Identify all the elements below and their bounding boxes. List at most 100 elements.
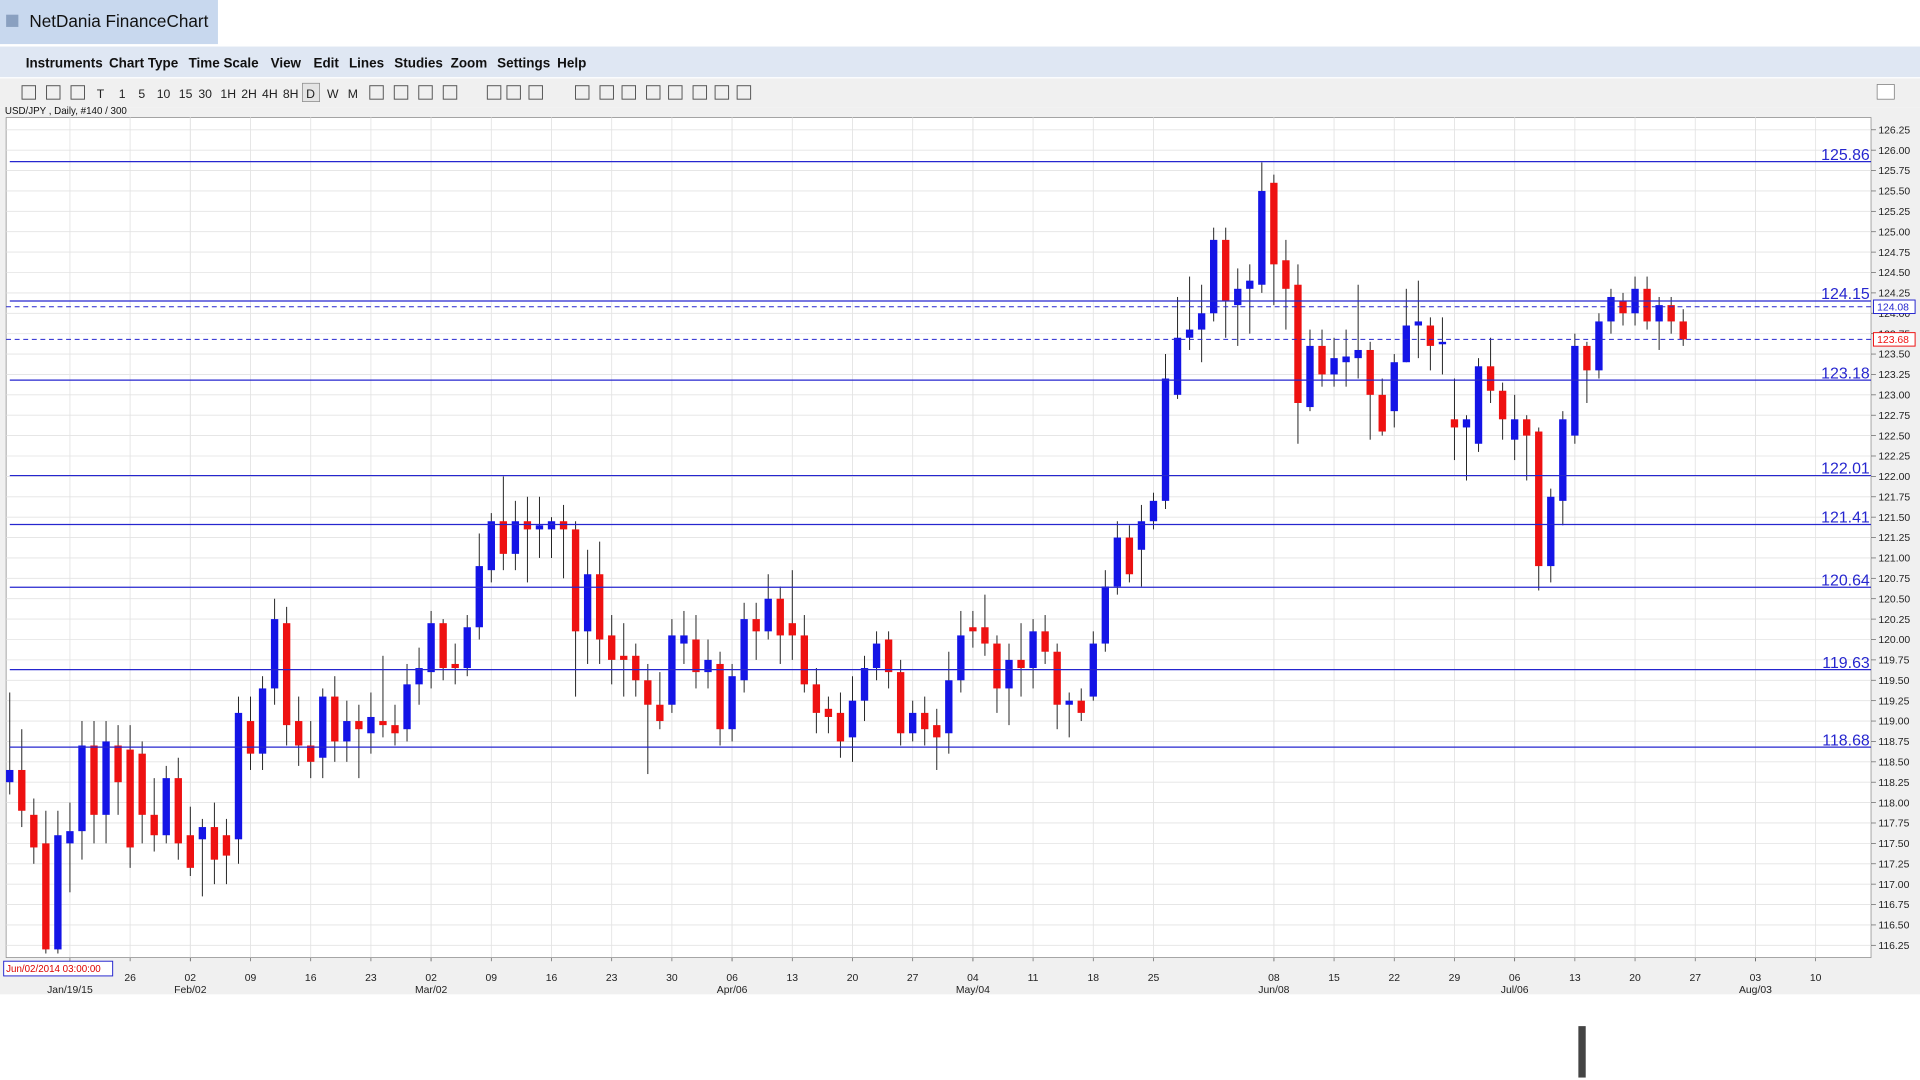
y-tick-label: 125.75 bbox=[1878, 166, 1910, 177]
toolbar-button[interactable]: 10 bbox=[157, 87, 171, 101]
menu-item[interactable]: Studies bbox=[394, 55, 443, 70]
candle-body bbox=[1173, 337, 1182, 395]
candle-body bbox=[1318, 345, 1326, 375]
candle-body bbox=[680, 635, 688, 644]
candle-body bbox=[1438, 341, 1447, 345]
candle-body bbox=[439, 623, 447, 669]
candle-body bbox=[1234, 288, 1242, 306]
toolbar-button[interactable]: 30 bbox=[198, 87, 212, 101]
candle-body bbox=[752, 619, 760, 632]
toolbar-icon[interactable] bbox=[418, 85, 433, 100]
candle-body bbox=[66, 831, 74, 844]
toolbar-button[interactable]: W bbox=[327, 87, 339, 101]
toolbar bbox=[0, 78, 1920, 108]
x-tick-label: Jun/08 bbox=[1258, 985, 1289, 996]
menu-item[interactable]: Instruments bbox=[26, 55, 103, 70]
toolbar-icon[interactable] bbox=[506, 85, 521, 100]
menu-item[interactable]: Zoom bbox=[451, 55, 488, 70]
y-tick-label: 124.00 bbox=[1878, 309, 1910, 320]
toolbar-icon[interactable] bbox=[668, 85, 683, 100]
x-tick-label: 27 bbox=[1689, 973, 1701, 984]
y-tick-label: 116.75 bbox=[1878, 900, 1909, 911]
candle-body bbox=[90, 745, 98, 815]
candle-body bbox=[343, 721, 351, 742]
candle-body bbox=[1161, 378, 1170, 501]
toolbar-icon[interactable] bbox=[646, 85, 661, 100]
panel-button[interactable] bbox=[1876, 84, 1895, 100]
x-tick-label: Jul/06 bbox=[1501, 985, 1529, 996]
candle-body bbox=[848, 700, 857, 738]
menu-item[interactable]: Help bbox=[557, 55, 586, 70]
y-tick-label: 116.50 bbox=[1878, 921, 1909, 932]
toolbar-button[interactable]: 1H bbox=[220, 87, 236, 101]
candle-body bbox=[656, 704, 664, 722]
y-tick-label: 117.00 bbox=[1878, 880, 1909, 891]
candle-body bbox=[644, 680, 652, 705]
toolbar-icon[interactable] bbox=[21, 85, 36, 100]
toolbar-icon[interactable] bbox=[393, 85, 409, 100]
x-tick-label: 08 bbox=[1268, 973, 1280, 984]
candle-body bbox=[1402, 325, 1410, 363]
candle-body bbox=[222, 835, 231, 856]
candle-body bbox=[475, 566, 483, 628]
toolbar-icon[interactable] bbox=[369, 85, 384, 100]
y-tick-label: 122.75 bbox=[1878, 411, 1910, 422]
toolbar-button[interactable]: 4H bbox=[262, 87, 278, 101]
candle-body bbox=[535, 525, 544, 530]
toolbar-icon[interactable] bbox=[599, 85, 614, 100]
candle-body bbox=[270, 619, 279, 689]
toolbar-icon[interactable] bbox=[70, 85, 85, 100]
y-tick-label: 122.00 bbox=[1878, 472, 1910, 483]
candle-body bbox=[511, 521, 520, 554]
candle-body bbox=[1282, 260, 1290, 289]
candle-body bbox=[1101, 586, 1109, 644]
x-tick-label: 06 bbox=[726, 973, 738, 984]
level-label: 122.01 bbox=[1821, 461, 1870, 478]
toolbar-icon[interactable] bbox=[575, 85, 590, 100]
x-tick-label: 03 bbox=[1750, 973, 1762, 984]
y-tick-label: 121.25 bbox=[1878, 533, 1910, 544]
candle-body bbox=[788, 623, 796, 636]
toolbar-icon[interactable] bbox=[528, 85, 543, 100]
menu-item[interactable]: Settings bbox=[497, 55, 550, 70]
candle-body bbox=[1559, 419, 1567, 501]
candle-body bbox=[704, 659, 712, 673]
toolbar-icon[interactable] bbox=[442, 85, 458, 100]
toolbar-icon[interactable] bbox=[46, 85, 61, 100]
candle-body bbox=[1137, 521, 1146, 550]
toolbar-icon[interactable] bbox=[486, 85, 502, 100]
candle-body bbox=[246, 721, 255, 754]
candle-body bbox=[451, 663, 459, 669]
toolbar-icon[interactable] bbox=[714, 85, 730, 100]
y-tick-label: 117.25 bbox=[1878, 859, 1909, 870]
y-tick-label: 119.50 bbox=[1878, 676, 1909, 687]
candle-body bbox=[800, 635, 809, 685]
toolbar-button[interactable]: M bbox=[348, 87, 358, 101]
menu-item[interactable]: Edit bbox=[313, 55, 339, 70]
toolbar-button[interactable]: 15 bbox=[179, 87, 193, 101]
toolbar-button[interactable]: D bbox=[306, 87, 315, 101]
candle-body bbox=[692, 639, 700, 673]
candle-body bbox=[78, 745, 86, 832]
toolbar-icon[interactable] bbox=[621, 85, 636, 100]
toolbar-button[interactable]: 5 bbox=[138, 87, 145, 101]
candle-body bbox=[969, 627, 977, 632]
menu-item[interactable]: Lines bbox=[349, 55, 384, 70]
toolbar-button[interactable]: 1 bbox=[119, 87, 126, 101]
candle-body bbox=[162, 778, 170, 836]
toolbar-button[interactable]: T bbox=[97, 87, 105, 101]
menu-item[interactable]: Time Scale bbox=[189, 55, 260, 70]
y-tick-label: 120.25 bbox=[1878, 615, 1910, 626]
toolbar-button[interactable]: 2H bbox=[241, 87, 257, 101]
x-tick-label: 18 bbox=[1087, 973, 1099, 984]
price-label: 123.68 bbox=[1877, 335, 1909, 346]
scroll-marker bbox=[1578, 1026, 1586, 1078]
candle-body bbox=[427, 623, 435, 673]
menu-item[interactable]: View bbox=[271, 55, 302, 70]
toolbar-button[interactable]: 8H bbox=[283, 87, 299, 101]
candle-body bbox=[933, 725, 941, 738]
candle-body bbox=[764, 598, 772, 632]
toolbar-icon[interactable] bbox=[692, 85, 708, 100]
toolbar-icon[interactable] bbox=[736, 85, 752, 100]
menu-item[interactable]: Chart Type bbox=[109, 55, 179, 70]
